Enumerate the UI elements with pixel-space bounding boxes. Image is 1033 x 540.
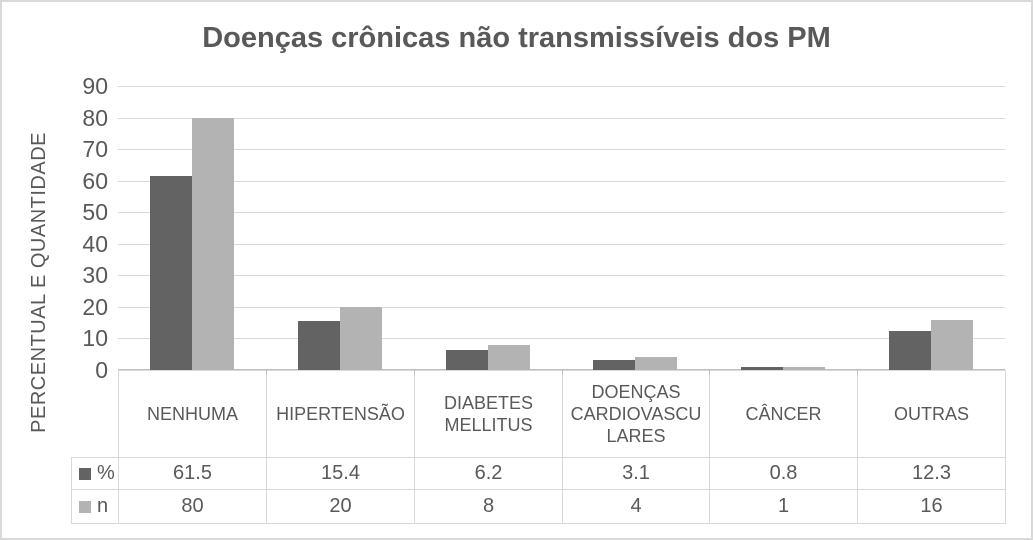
bar-count-4 [635,357,677,370]
value-cell-n-6: 16 [857,489,1006,524]
y-axis-tick-label: 60 [82,168,108,194]
bar-count-1 [192,117,234,370]
gridline [118,118,1005,119]
value-cell-n-3: 8 [414,489,563,524]
value-cell-%-6: 12.3 [857,457,1006,490]
chart-title: Doenças crônicas não transmissíveis dos … [202,22,831,54]
gridline [118,275,1005,276]
gridline [118,86,1005,87]
x-axis-tick [709,370,710,375]
value-cell-%-3: 6.2 [414,457,563,490]
gridline [118,212,1005,213]
x-axis-tick [562,370,563,375]
legend-key-count: n [71,489,119,524]
bar-count-2 [340,306,382,370]
bar-count-5 [783,366,825,370]
y-axis-tick-label: 30 [82,262,108,288]
category-cell-5: CÂNCER [709,370,858,458]
bar-count-3 [488,344,530,370]
bar-percent-6 [889,331,931,370]
legend-key-percent: % [71,457,119,490]
value-cell-n-2: 20 [266,489,415,524]
category-cell-2: HIPERTENSÃO [266,370,415,458]
y-axis-tick-label: 20 [82,294,108,320]
plot-area [118,86,1005,370]
category-cell-1: NENHUMA [118,370,267,458]
value-cell-%-4: 3.1 [562,457,710,490]
gridline [118,338,1005,339]
value-cell-n-1: 80 [118,489,267,524]
value-cell-%-1: 61.5 [118,457,267,490]
category-cell-6: OUTRAS [857,370,1006,458]
legend-swatch-percent [79,467,91,480]
x-axis-tick [266,370,267,375]
x-axis-tick [857,370,858,375]
bar-percent-3 [446,350,488,370]
gridline [118,149,1005,150]
y-axis-tick-label: 80 [82,105,108,131]
value-cell-n-4: 4 [562,489,710,524]
bar-percent-2 [298,321,340,370]
gridline [118,181,1005,182]
bar-percent-4 [593,360,635,370]
x-axis-tick [414,370,415,375]
y-axis-tick-label: 40 [82,231,108,257]
bar-percent-1 [150,175,192,370]
y-axis-tick-label: 0 [95,357,108,383]
gridline [118,307,1005,308]
legend-label: % [97,462,115,484]
y-axis-tick-label: 90 [82,73,108,99]
category-cell-3: DIABETES MELLITUS [414,370,563,458]
category-cell-4: DOENÇAS CARDIOVASCU LARES [562,370,710,458]
y-axis-tick-label: 70 [82,136,108,162]
bar-count-6 [931,319,973,370]
y-axis-tick-label: 10 [82,325,108,351]
y-axis-tick-label: 50 [82,199,108,225]
value-cell-n-5: 1 [709,489,858,524]
x-axis-line [118,369,1005,370]
value-cell-%-2: 15.4 [266,457,415,490]
legend-label: n [97,495,109,517]
bar-percent-5 [741,367,783,370]
gridline [118,244,1005,245]
value-cell-%-5: 0.8 [709,457,858,490]
legend-swatch-count [79,500,91,513]
